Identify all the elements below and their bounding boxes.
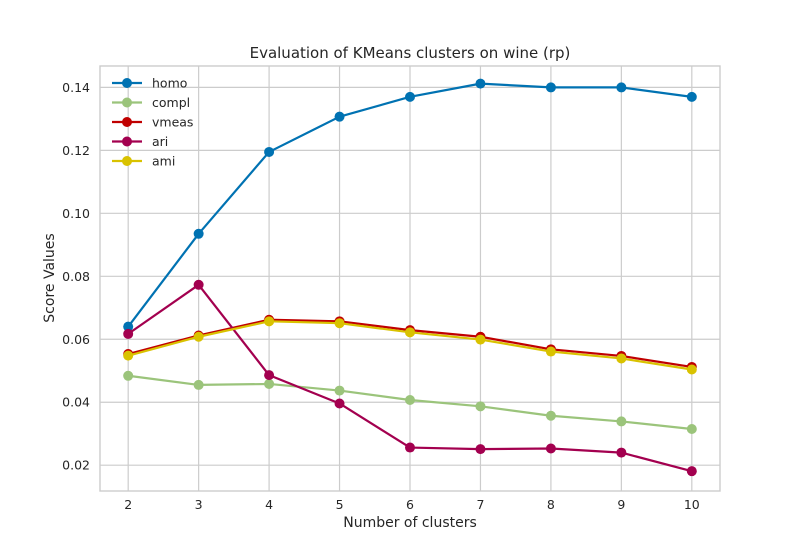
data-point-compl: [405, 395, 415, 406]
data-point-ari: [405, 442, 415, 453]
data-point-compl: [686, 423, 697, 434]
data-point-homo: [334, 111, 345, 122]
x-tick-label: 3: [195, 497, 203, 512]
data-point-ari: [616, 447, 627, 458]
legend-label: vmeas: [152, 115, 193, 130]
data-point-ari: [334, 398, 345, 409]
legend-item-homo: homo: [112, 76, 187, 91]
x-tick-label: 6: [406, 497, 414, 512]
legend-item-ami: ami: [112, 154, 175, 169]
data-point-ami: [334, 318, 345, 329]
data-point-compl: [475, 401, 486, 412]
legend-marker: [122, 78, 132, 88]
y-tick-label: 0.06: [62, 332, 90, 347]
legend: homo compl vmeas ari ami: [112, 76, 193, 169]
data-point-ari: [686, 466, 697, 477]
data-point-ami: [686, 364, 697, 375]
y-tick-label: 0.10: [62, 206, 90, 221]
data-point-ami: [545, 346, 556, 357]
y-tick-label: 0.04: [62, 395, 90, 410]
y-axis-label: Score Values: [42, 233, 58, 322]
legend-label: ari: [152, 134, 168, 149]
x-tick-label: 9: [617, 497, 625, 512]
tick-labels: 2 3 4 5 6 7 8 9 10 0.02 0.04 0.06 0.08 0.10 0.12 0.14: [62, 80, 700, 512]
x-axis-label: Number of clusters: [343, 515, 477, 531]
x-tick-label: 8: [547, 497, 555, 512]
series-compl: [123, 370, 697, 434]
data-point-homo: [475, 78, 486, 89]
data-point-ari: [123, 328, 134, 339]
legend-label: ami: [152, 154, 175, 169]
axes-frame: [99, 65, 721, 492]
series-ari: [123, 279, 697, 477]
grid-lines: [100, 66, 720, 491]
data-point-homo: [405, 91, 415, 102]
legend-marker: [122, 117, 132, 127]
data-point-ari: [264, 370, 275, 381]
legend-label: homo: [152, 76, 187, 91]
y-tick-label: 0.14: [62, 80, 90, 95]
data-point-compl: [334, 385, 345, 396]
series-ami: [123, 316, 697, 375]
legend-marker: [122, 136, 132, 147]
chart-title: Evaluation of KMeans clusters on wine (r…: [250, 44, 571, 62]
data-point-compl: [545, 410, 556, 421]
data-point-homo: [193, 228, 204, 239]
legend-marker: [122, 156, 132, 166]
data-point-ari: [475, 444, 486, 455]
data-point-ami: [264, 316, 275, 327]
x-tick-label: 4: [265, 497, 273, 512]
data-point-homo: [123, 321, 134, 332]
x-tick-label: 7: [476, 497, 484, 512]
legend-item-ari: ari: [112, 134, 168, 149]
data-point-ari: [545, 443, 556, 454]
data-point-homo: [686, 91, 697, 102]
data-point-homo: [616, 82, 627, 93]
data-point-ami: [193, 331, 204, 342]
legend-item-vmeas: vmeas: [112, 115, 193, 130]
plot-frame: [99, 65, 721, 492]
legend-item-compl: compl: [112, 95, 190, 110]
legend-marker: [122, 97, 132, 108]
x-tick-label: 10: [684, 497, 700, 512]
data-point-compl: [264, 378, 275, 389]
data-series: [123, 78, 697, 477]
data-point-ari: [193, 279, 204, 290]
x-tick-label: 5: [336, 497, 344, 512]
data-point-compl: [193, 379, 204, 390]
data-point-homo: [545, 82, 556, 93]
data-point-ami: [616, 353, 627, 364]
y-tick-label: 0.08: [62, 269, 90, 284]
y-tick-label: 0.02: [62, 458, 90, 473]
legend-label: compl: [152, 95, 190, 110]
y-tick-label: 0.12: [62, 143, 90, 158]
data-point-homo: [264, 146, 275, 157]
data-point-compl: [123, 370, 134, 381]
x-tick-label: 2: [124, 497, 132, 512]
data-point-compl: [616, 416, 627, 427]
data-point-ami: [405, 327, 415, 338]
data-point-ami: [475, 334, 486, 345]
data-point-ami: [123, 350, 134, 361]
series-homo: [123, 78, 697, 332]
